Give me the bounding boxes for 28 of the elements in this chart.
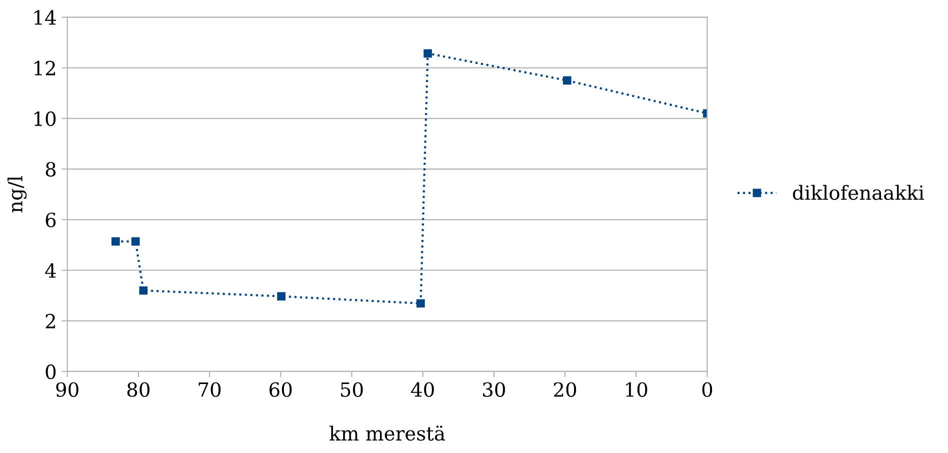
legend-label: diklofenaakki (792, 184, 924, 200)
point (562, 76, 572, 85)
x-tick-label: 50 (340, 382, 363, 397)
point (139, 286, 148, 295)
point (277, 292, 286, 300)
y-tick-label: 0 (46, 364, 56, 380)
y-axis-title: ng/l (8, 176, 27, 213)
y-tick-label: 8 (46, 162, 56, 177)
x-tick-label: 60 (270, 382, 292, 397)
point (416, 299, 425, 308)
x-tick-label: 0 (702, 382, 712, 397)
y-tick-label: 4 (45, 263, 56, 278)
y-tick-label: 6 (46, 212, 56, 228)
x-tick-label: 80 (127, 382, 150, 397)
x-axis-title: km merestä (330, 426, 445, 441)
y-tick-label: 2 (46, 314, 55, 328)
x-tick-label: 30 (483, 382, 505, 397)
y-tick-label: 12 (34, 60, 55, 76)
y-tick-label: 10 (34, 111, 56, 126)
y-tick-label: 14 (34, 10, 56, 25)
point (424, 49, 432, 58)
x-tick-label: 70 (198, 382, 221, 397)
x-tick-label: 10 (626, 382, 648, 397)
x-tick-label: 20 (554, 382, 576, 397)
point (111, 237, 120, 246)
x-tick-label: 40 (411, 382, 434, 397)
x-tick-label: 90 (56, 382, 78, 397)
point (131, 237, 140, 246)
